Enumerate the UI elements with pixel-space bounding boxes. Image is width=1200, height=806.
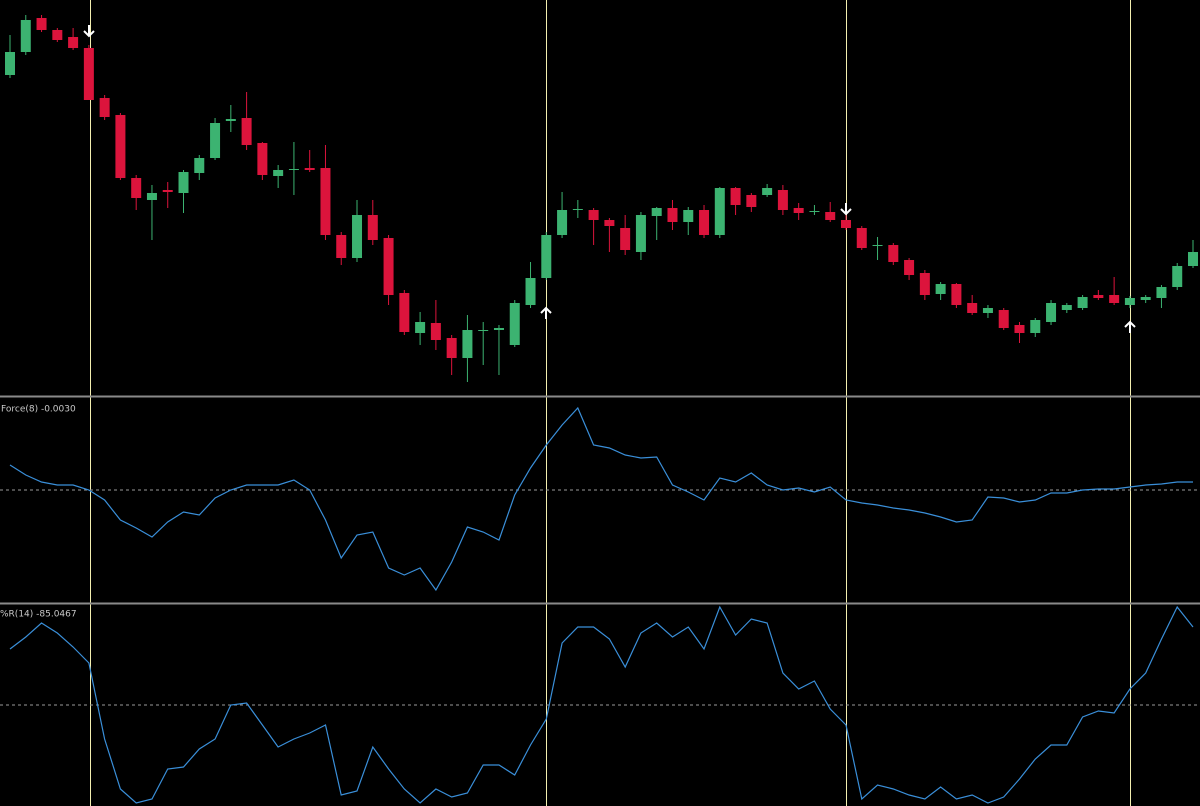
candle-body: [210, 123, 221, 158]
candle-body: [699, 210, 710, 235]
candle-body: [620, 228, 631, 250]
candle-body: [730, 188, 741, 205]
candle-body: [904, 260, 915, 275]
candle-body: [68, 37, 79, 48]
candle-body: [336, 235, 347, 258]
candle-body: [777, 190, 788, 210]
candle-body: [1014, 325, 1025, 333]
signal-arrows: [83, 25, 1136, 333]
candle-body: [1077, 297, 1088, 308]
candle-body: [1140, 297, 1151, 300]
candle-body: [415, 322, 426, 333]
candle-body: [257, 143, 268, 175]
candle-body: [588, 210, 599, 220]
candle-body: [1030, 320, 1041, 333]
marks: [0, 15, 1200, 804]
candle-body: [1124, 298, 1135, 305]
candle-body: [888, 245, 899, 262]
candle-body: [714, 188, 725, 235]
candle-body: [509, 303, 520, 345]
candle-body: [20, 20, 31, 52]
candle-body: [320, 168, 331, 235]
sell-arrow: [83, 25, 95, 38]
candle-body: [430, 323, 441, 340]
candle-body: [493, 328, 504, 330]
indicator-title: %R(14) -85.0467: [0, 610, 77, 620]
candle-body: [856, 228, 867, 248]
candle-body: [825, 212, 836, 220]
candle-body: [99, 98, 110, 117]
indicator-line: [9, 406, 1193, 592]
candle-body: [131, 178, 142, 198]
candle-body: [982, 308, 993, 313]
candle-body: [52, 30, 63, 40]
candle-body: [525, 278, 536, 305]
candle-body: [115, 115, 126, 178]
candle-body: [809, 211, 820, 212]
candle-body: [667, 208, 678, 222]
candle-body: [367, 215, 378, 240]
candle-body: [967, 303, 978, 313]
candle-body: [1046, 303, 1057, 322]
candle-body: [935, 284, 946, 294]
candle-body: [683, 210, 694, 222]
candle-body: [36, 18, 47, 30]
candle-body: [998, 310, 1009, 328]
candle-body: [651, 208, 662, 216]
candle-body: [541, 235, 552, 278]
candle-body: [635, 215, 646, 252]
candle-body: [872, 245, 883, 246]
candle-body: [1109, 295, 1120, 303]
candle-body: [951, 284, 962, 305]
candle-body: [557, 210, 568, 235]
candle-body: [446, 338, 457, 358]
candle-body: [304, 168, 315, 170]
candle-body: [1061, 305, 1072, 310]
candle-body: [746, 195, 757, 207]
indicator-line: [9, 605, 1194, 804]
candle-body: [919, 273, 930, 295]
candle-body: [840, 220, 851, 228]
candle-body: [146, 193, 157, 200]
candle-body: [288, 169, 299, 170]
buy-arrow: [540, 306, 552, 319]
candle-body: [241, 118, 252, 145]
candle-body: [178, 172, 189, 193]
candle-body: [399, 293, 410, 332]
candle-body: [194, 158, 205, 173]
candle-body: [83, 48, 94, 100]
candle-body: [478, 330, 489, 331]
candle-body: [5, 52, 15, 75]
candle-body: [762, 188, 773, 195]
candle-body: [383, 238, 394, 295]
candle-body: [352, 215, 363, 258]
buy-arrow: [1124, 320, 1136, 333]
candle-body: [462, 330, 473, 358]
candle-body: [273, 170, 284, 176]
candle-body: [1093, 295, 1104, 298]
candle-body: [1188, 252, 1198, 266]
candle-body: [793, 208, 804, 213]
candle-body: [1156, 287, 1167, 298]
candle-body: [1172, 266, 1183, 287]
candle-body: [572, 209, 583, 210]
sell-arrow: [840, 203, 852, 216]
candle-body: [225, 119, 236, 121]
candle-body: [604, 220, 615, 226]
indicator-title: Force(8) -0.0030: [1, 405, 76, 415]
candle-body: [162, 190, 173, 192]
